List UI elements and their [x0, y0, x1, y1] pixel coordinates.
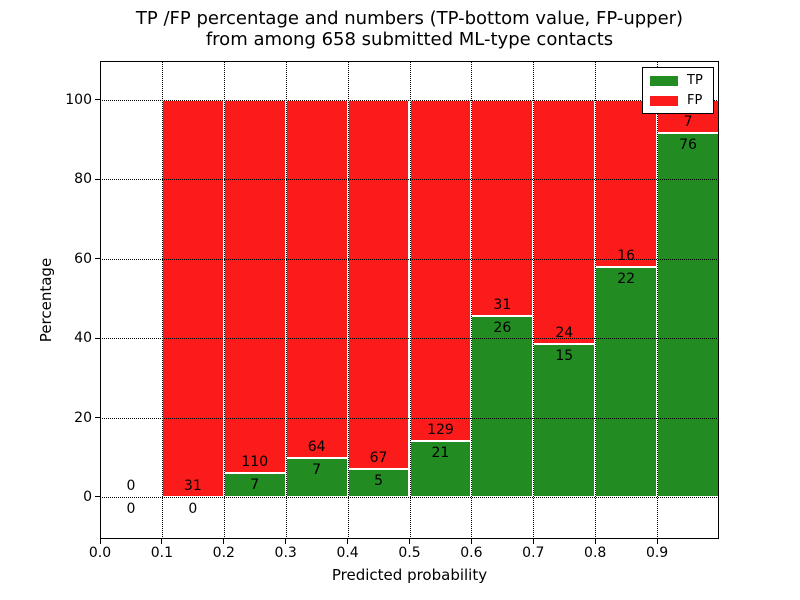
x-tick-mark — [532, 539, 534, 544]
x-tick-label: 0.2 — [212, 545, 235, 561]
bar-segment-fp — [161, 99, 224, 497]
y-tick-label: 80 — [74, 171, 92, 188]
tp-count-label: 0 — [126, 500, 136, 517]
tp-count-label: 76 — [679, 137, 697, 154]
y-tick-label: 40 — [74, 330, 92, 347]
tp-count-label: 26 — [493, 319, 512, 336]
x-tick-label: 0.0 — [88, 545, 112, 561]
y-tick-mark — [95, 178, 100, 180]
x-tick-label: 0.4 — [336, 545, 359, 561]
x-tick-label: 0.7 — [522, 545, 545, 561]
x-tick-label: 0.8 — [584, 545, 607, 561]
y-gridline — [100, 179, 719, 181]
bar-segment-fp — [471, 99, 534, 316]
legend-item-fp: FP — [650, 94, 706, 107]
bar-segment-fp — [223, 99, 286, 474]
x-gridline — [347, 61, 349, 539]
tp-count-label: 0 — [188, 500, 198, 517]
y-gridline — [100, 258, 719, 260]
fp-count-label: 64 — [307, 438, 326, 455]
y-tick-mark — [95, 258, 100, 260]
y-gridline — [100, 496, 719, 498]
legend-item-tp: TP — [650, 74, 706, 87]
x-gridline — [285, 61, 287, 539]
x-tick-label: 0.9 — [645, 545, 669, 561]
y-tick-mark — [95, 417, 100, 418]
fp-count-label: 16 — [617, 248, 636, 265]
tp-color-swatch-icon — [650, 75, 678, 86]
fp-count-label: 31 — [183, 477, 202, 494]
bar-segment-tp — [533, 344, 596, 497]
bar-segment-fp — [533, 99, 596, 345]
fp-count-label: 7 — [683, 114, 693, 131]
x-gridline — [533, 61, 535, 539]
bar-segment-fp — [347, 99, 410, 470]
y-tick-mark — [95, 99, 100, 101]
chart-title: TP /FP percentage and numbers (TP-bottom… — [100, 8, 719, 50]
fp-count-label: 110 — [241, 454, 269, 471]
y-gridline — [100, 338, 719, 340]
x-tick-mark — [347, 539, 349, 544]
tp-count-label: 5 — [374, 473, 383, 490]
bar-segment-fp — [595, 99, 658, 268]
x-tick-label: 0.1 — [150, 545, 174, 561]
x-axis-label: Predicted probability — [331, 566, 488, 584]
fp-count-label: 31 — [493, 296, 512, 313]
bar-segment-tp — [595, 267, 658, 497]
x-gridline — [409, 61, 411, 539]
tp-legend-label: TP — [687, 73, 703, 88]
bar-segment-fp — [285, 99, 348, 458]
y-gridline — [100, 99, 719, 101]
x-tick-mark — [285, 539, 287, 544]
x-gridline — [595, 61, 597, 539]
x-tick-mark — [656, 539, 658, 544]
x-tick-mark — [223, 539, 225, 544]
chart-title-line1: TP /FP percentage and numbers (TP-bottom… — [135, 8, 684, 29]
x-tick-mark — [409, 539, 410, 544]
x-gridline — [471, 61, 473, 539]
x-tick-mark — [161, 539, 163, 544]
tp-count-label: 7 — [312, 461, 322, 478]
x-tick-mark — [99, 539, 101, 544]
y-gridline — [100, 417, 719, 419]
x-tick-label: 0.5 — [398, 545, 421, 561]
x-gridline — [161, 61, 163, 539]
tp-count-label: 7 — [250, 477, 260, 494]
y-tick-label: 20 — [74, 409, 92, 426]
y-tick-label: 100 — [65, 91, 92, 108]
legend: TP FP — [642, 67, 714, 114]
plot-area: TP FP 0 0 31 0 110 7 64 7 67 5 129 21 31 26 24 15 16 22 7 7… — [65, 61, 719, 561]
x-tick-label: 0.6 — [460, 545, 483, 561]
fp-count-label: 129 — [427, 422, 454, 439]
fp-count-label: 0 — [126, 477, 136, 494]
tp-count-label: 21 — [431, 445, 450, 462]
fp-color-swatch-icon — [650, 95, 678, 106]
x-gridline — [223, 61, 225, 539]
x-tick-mark — [470, 539, 472, 544]
fp-count-label: 67 — [369, 450, 388, 467]
x-tick-label: 0.3 — [274, 545, 297, 561]
y-tick-mark — [95, 496, 100, 498]
y-tick-mark — [95, 337, 100, 339]
tp-count-label: 22 — [617, 271, 636, 288]
bar-segment-tp — [347, 469, 410, 497]
y-tick-label: 0 — [83, 488, 92, 505]
tp-count-label: 15 — [555, 348, 574, 365]
y-tick-label: 60 — [74, 250, 92, 267]
bar-segment-tp — [657, 133, 719, 497]
fp-count-label: 24 — [555, 325, 574, 342]
bar-segment-fp — [409, 99, 472, 442]
x-gridline — [657, 61, 659, 539]
x-tick-mark — [594, 539, 596, 544]
bar-segment-tp — [471, 315, 534, 497]
fp-legend-label: FP — [687, 93, 703, 108]
chart-title-line2: from among 658 submitted ML-type contact… — [205, 29, 614, 50]
